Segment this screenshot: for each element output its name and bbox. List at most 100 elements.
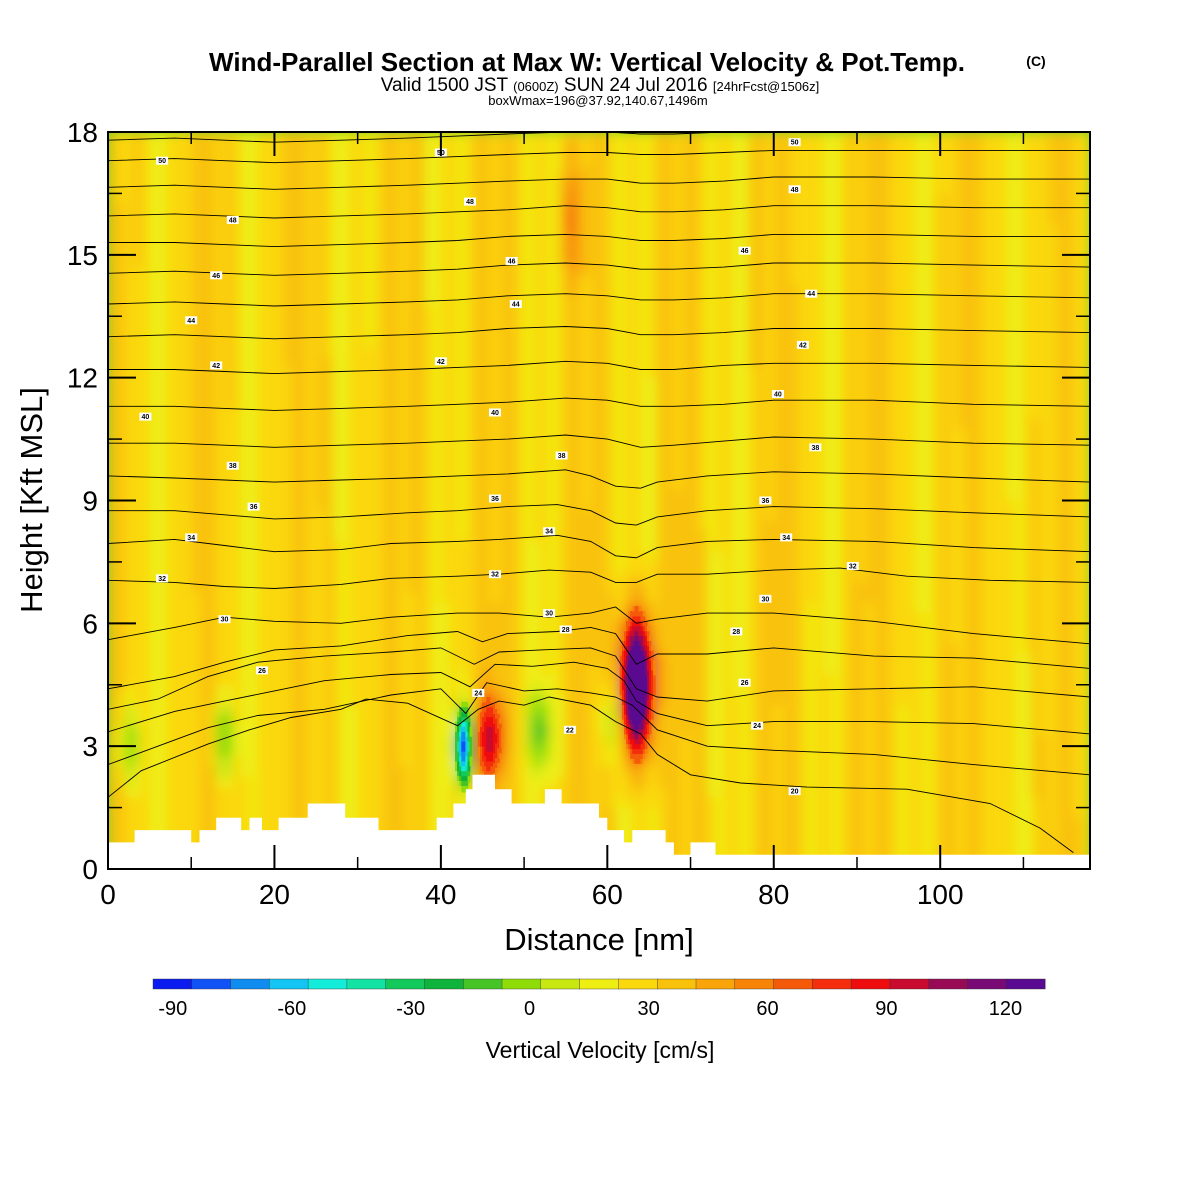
contour-label: 32 — [846, 562, 859, 571]
contour-label: 22 — [563, 725, 576, 734]
contour-label: 34 — [543, 527, 556, 536]
contour-label: 44 — [185, 316, 198, 325]
isentrope-22 — [108, 682, 1090, 776]
colorbar-bin — [928, 978, 969, 990]
isentrope-36 — [108, 504, 1090, 526]
colorbar-bin — [307, 978, 348, 990]
colorbar-tick-label: 30 — [637, 998, 659, 1020]
colorbar-bin — [424, 978, 464, 990]
contour-label: 40 — [771, 390, 784, 399]
colorbar-tick-label: 120 — [989, 998, 1022, 1020]
x-axis-label: Distance [nm] — [504, 922, 694, 957]
contour-label: 44 — [509, 300, 522, 309]
colorbar-bin — [152, 978, 193, 990]
colorbar-bin — [967, 978, 1007, 990]
chart-subtitle: Valid 1500 JST (0600Z) SUN 24 Jul 2016 [… — [381, 75, 820, 96]
contour-label: 24 — [472, 688, 485, 697]
colorbar-tick-label: -30 — [396, 998, 425, 1020]
contour-label: 26 — [256, 666, 268, 675]
contour-label: 40 — [489, 408, 501, 417]
contour-label: 34 — [780, 533, 793, 542]
isentrope-38 — [108, 469, 1090, 489]
colorbar-bin — [734, 978, 775, 990]
contour-label: 50 — [156, 156, 169, 165]
colorbar-bin — [1006, 978, 1046, 990]
isentrope-26 — [108, 647, 1090, 710]
subtitle-date: SUN 24 Jul 2016 — [564, 75, 708, 96]
isentrope-60 — [108, 132, 1090, 143]
y-tick-label: 15 — [67, 240, 98, 271]
contour-label: 38 — [809, 443, 822, 452]
velocity-field — [108, 132, 1090, 869]
contour-label: 38 — [226, 461, 239, 470]
y-tick-label: 6 — [82, 608, 98, 639]
colorbar-tick-label: -60 — [277, 998, 306, 1020]
contour-label: 42 — [210, 361, 223, 370]
contour-label: 24 — [751, 721, 764, 730]
isentrope-40 — [108, 434, 1090, 448]
box-info: boxWmax=196@37.92,140.67,1496m — [488, 93, 708, 108]
colorbar-bin — [812, 978, 852, 990]
colorbar-bin — [230, 978, 270, 990]
colorbar-bin — [850, 978, 891, 990]
y-tick-label: 18 — [67, 117, 98, 148]
contour-label: 42 — [796, 340, 809, 349]
colorbar-bin — [269, 978, 309, 990]
colorbar-bin — [618, 978, 658, 990]
contour-label: 42 — [434, 357, 447, 366]
isentrope-58 — [108, 149, 1090, 164]
isentrope-54 — [108, 205, 1090, 219]
contour-label: 50 — [788, 138, 801, 147]
x-tick-label: 80 — [758, 879, 789, 910]
x-tick-label: 100 — [917, 879, 964, 910]
x-tick-label: 20 — [259, 879, 290, 910]
colorbar-tick-label: 60 — [756, 998, 778, 1020]
contour-label: 36 — [489, 494, 501, 503]
x-tick-label: 60 — [592, 879, 623, 910]
y-tick-label: 0 — [82, 854, 98, 885]
contour-label: 26 — [738, 678, 751, 687]
y-axis-label: Height [Kft MSL] — [14, 387, 49, 613]
isentrope-32 — [108, 567, 1090, 589]
contour-label: 30 — [543, 609, 556, 618]
isentrope-30 — [108, 606, 1090, 645]
colorbar-tick-label: -90 — [158, 998, 187, 1020]
colorbar-ticks: -90 -60 -30 0 30 60 90 120 — [158, 998, 1022, 1020]
colorbar-bin — [889, 978, 930, 990]
contour-label: 30 — [759, 594, 772, 603]
colorbar-tick-label: 0 — [524, 998, 535, 1020]
contour-label: 36 — [247, 502, 260, 511]
contour-label: 38 — [555, 451, 568, 460]
isentrope-44 — [108, 360, 1090, 375]
colorbar-tick-label: 90 — [875, 998, 897, 1020]
colorbar-bin — [695, 978, 736, 990]
copyright-mark: (C) — [1026, 53, 1045, 69]
colorbar-label: Vertical Velocity [cm/s] — [486, 1037, 715, 1063]
contour-label: 40 — [139, 412, 152, 421]
y-tick-label: 12 — [67, 363, 98, 394]
colorbar-bin — [773, 978, 813, 990]
isentrope-52 — [108, 233, 1090, 248]
x-tick-label: 40 — [425, 879, 456, 910]
isentrope-46 — [108, 326, 1090, 340]
isentrope-56 — [108, 176, 1090, 190]
colorbar-bin — [346, 978, 387, 990]
colorbar — [152, 978, 1046, 990]
colorbar-bin — [579, 978, 619, 990]
contour-label: 30 — [218, 615, 231, 624]
contour-label: 46 — [210, 271, 223, 280]
subtitle-prefix: Valid 1500 JST — [381, 75, 509, 96]
isentrope-28 — [108, 626, 1090, 690]
x-tick-label: 0 — [100, 879, 116, 910]
colorbar-bin — [540, 978, 581, 990]
isentrope-50 — [108, 262, 1090, 276]
contour-label: 36 — [759, 496, 772, 505]
colorbar-bin — [191, 978, 232, 990]
contour-label: 32 — [489, 570, 501, 579]
contour-label: 48 — [464, 197, 476, 206]
isentrope-20 — [108, 696, 1074, 853]
isentrope-42 — [108, 397, 1090, 411]
contour-label: 44 — [805, 289, 818, 298]
